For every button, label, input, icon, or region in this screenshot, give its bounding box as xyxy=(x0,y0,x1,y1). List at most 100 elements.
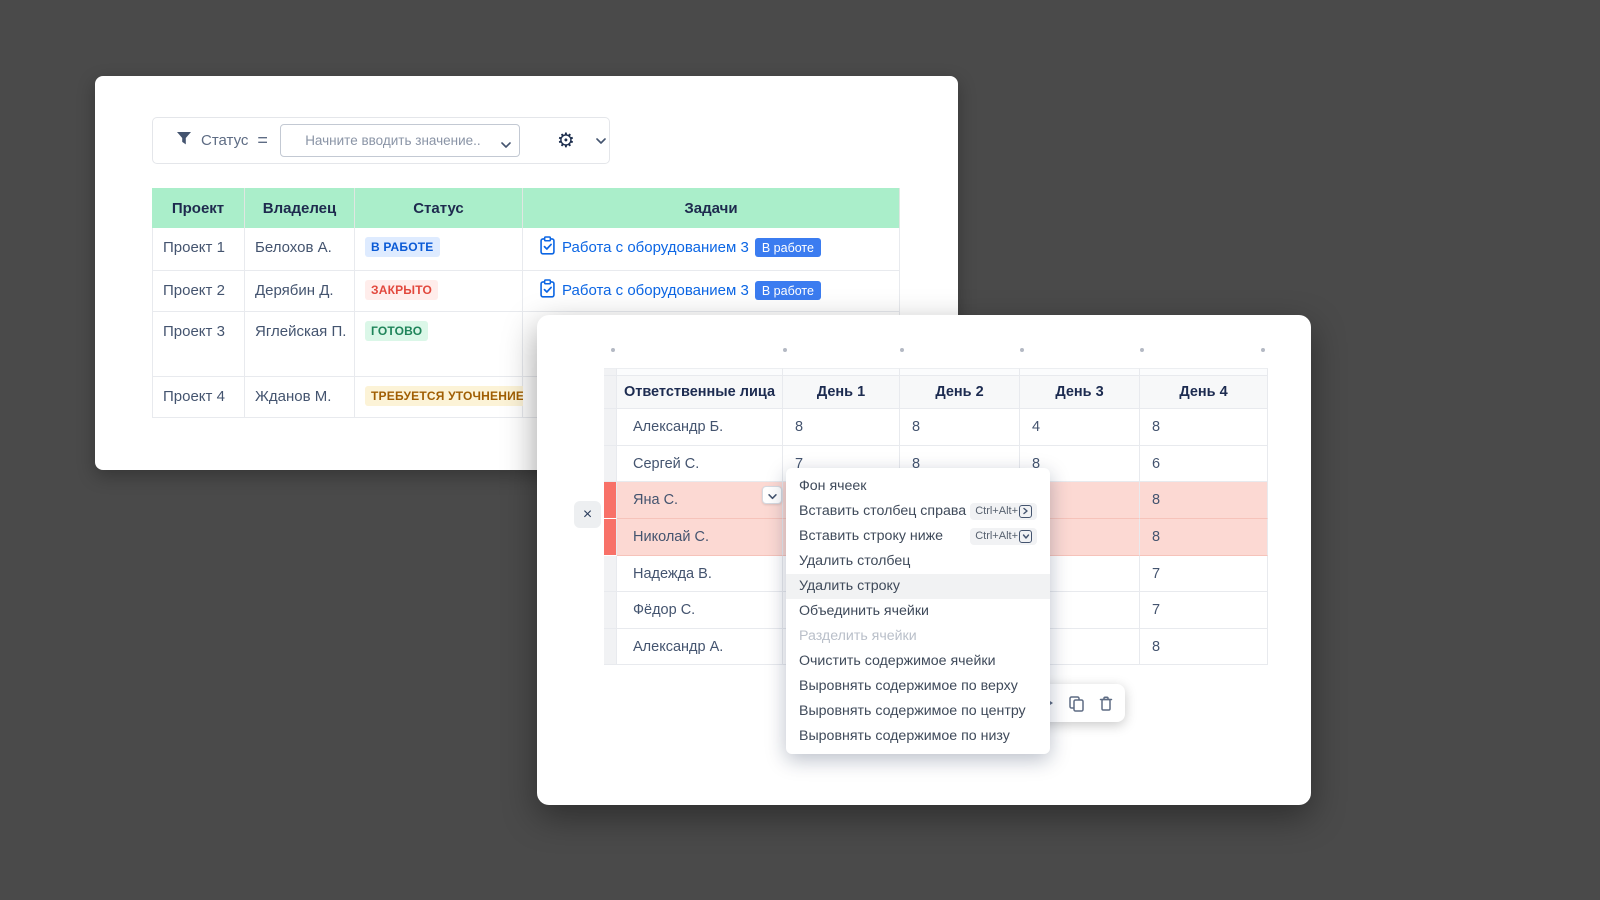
clipboard-check-icon xyxy=(539,236,556,259)
projects-table: Проект Владелец Статус Задачи Проект 1 Белох… xyxy=(152,188,900,418)
strip-cell xyxy=(783,368,900,376)
day-4-cell[interactable]: 6 xyxy=(1140,446,1268,482)
row-gutter-cell[interactable] xyxy=(604,592,617,629)
close-selection-button[interactable]: × xyxy=(574,501,601,528)
menu-item[interactable]: Удалить столбец xyxy=(786,549,1050,574)
responsible-name-cell[interactable]: Яна С. xyxy=(617,482,783,519)
responsible-name-cell[interactable]: Николай С. xyxy=(617,519,783,556)
copy-icon[interactable] xyxy=(1064,684,1088,722)
table-row: Проект 1 Белохов А. В РАБОТЕ Работа с обору… xyxy=(152,228,900,271)
column-header-Статус: Статус xyxy=(355,188,523,228)
status-badge: В РАБОТЕ xyxy=(365,237,440,257)
project-cell: Проект 2 xyxy=(152,271,245,312)
task-item[interactable]: Работа с оборудованием 3 В работе xyxy=(536,236,821,259)
gear-icon[interactable]: ⚙ xyxy=(556,129,575,152)
project-cell: Проект 3 xyxy=(152,312,245,377)
responsible-name-cell[interactable]: Надежда В. xyxy=(617,556,783,592)
responsible-name-cell[interactable]: Александр А. xyxy=(617,629,783,665)
shortcut-badge: Ctrl+Alt+ xyxy=(970,502,1037,520)
tasks-cell: Работа с оборудованием 3 В работе xyxy=(523,271,900,312)
column-header-День 3: День 3 xyxy=(1020,376,1140,409)
strip-cell xyxy=(617,368,783,376)
responsible-name-cell[interactable]: Сергей С. xyxy=(617,446,783,482)
chevron-down-icon[interactable] xyxy=(596,132,606,150)
responsible-name-cell[interactable]: Фёдор С. xyxy=(617,592,783,629)
day-4-cell[interactable]: 7 xyxy=(1140,592,1268,629)
column-handle-dot[interactable] xyxy=(1140,348,1144,352)
column-handle-dot[interactable] xyxy=(1261,348,1265,352)
day-4-cell[interactable]: 7 xyxy=(1140,556,1268,592)
column-handle-dot[interactable] xyxy=(611,348,615,352)
menu-item-label: Выровнять содержимое по центру xyxy=(799,702,1026,719)
menu-item[interactable]: Выровнять содержимое по центру xyxy=(786,698,1050,723)
day-4-cell[interactable]: 8 xyxy=(1140,409,1268,446)
table-top-strip xyxy=(604,368,1268,376)
table-row: Проект 2 Дерябин Д. ЗАКРЫТО Работа с оборуд… xyxy=(152,271,900,312)
column-header-День 2: День 2 xyxy=(900,376,1020,409)
clipboard-check-icon xyxy=(539,279,556,302)
day-2-cell[interactable]: 8 xyxy=(900,409,1020,446)
menu-item[interactable]: Выровнять содержимое по низу xyxy=(786,723,1050,748)
menu-item-label: Выровнять содержимое по верху xyxy=(799,677,1018,694)
menu-item-label: Фон ячеек xyxy=(799,478,867,495)
context-menu: Фон ячеек Вставить столбец справа Ctrl+Alt… xyxy=(786,468,1050,754)
row-gutter-cell[interactable] xyxy=(604,482,617,519)
row-options-chevron-button[interactable] xyxy=(762,486,782,504)
trash-icon[interactable] xyxy=(1094,684,1118,722)
menu-item[interactable]: Удалить строку xyxy=(786,573,1050,599)
column-handle-dot[interactable] xyxy=(1020,348,1024,352)
owner-cell: Белохов А. xyxy=(245,228,355,271)
status-badge: ГОТОВО xyxy=(365,321,429,341)
menu-item-label: Удалить столбец xyxy=(799,553,911,570)
status-badge: ТРЕБУЕТСЯ УТОЧНЕНИЕ xyxy=(365,386,531,406)
day-1-cell[interactable]: 8 xyxy=(783,409,900,446)
arrow-down-key-icon xyxy=(1019,529,1032,543)
project-cell: Проект 1 xyxy=(152,228,245,271)
filter-field-label: Статус xyxy=(201,132,249,149)
responsible-name-cell[interactable]: Александр Б. xyxy=(617,409,783,446)
day-4-cell[interactable]: 8 xyxy=(1140,519,1268,556)
column-handle-dot[interactable] xyxy=(783,348,787,352)
filter-operator: = xyxy=(257,130,267,150)
column-header-Задачи: Задачи xyxy=(523,188,900,228)
project-cell: Проект 4 xyxy=(152,377,245,418)
day-3-cell[interactable]: 4 xyxy=(1020,409,1140,446)
filter-value-input[interactable] xyxy=(279,124,520,157)
menu-item[interactable]: Очистить содержимое ячейки xyxy=(786,648,1050,673)
task-link[interactable]: Работа с оборудованием 3 xyxy=(562,282,749,299)
schedule-row[interactable]: Александр Б. 8 8 4 8 xyxy=(604,409,1268,446)
menu-item-label: Выровнять содержимое по низу xyxy=(799,727,1010,744)
chevron-down-icon xyxy=(767,488,777,503)
menu-item[interactable]: Фон ячеек xyxy=(786,474,1050,499)
task-item[interactable]: Работа с оборудованием 3 В работе xyxy=(536,279,821,302)
day-4-cell[interactable]: 8 xyxy=(1140,482,1268,519)
owner-cell: Яглейская П. xyxy=(245,312,355,377)
shortcut-text: Ctrl+Alt+ xyxy=(975,530,1018,543)
menu-item[interactable]: Выровнять содержимое по верху xyxy=(786,673,1050,698)
task-link[interactable]: Работа с оборудованием 3 xyxy=(562,239,749,256)
projects-table-header: Проект Владелец Статус Задачи xyxy=(152,188,900,228)
row-gutter-cell[interactable] xyxy=(604,519,617,556)
menu-item[interactable]: Вставить столбец справа Ctrl+Alt+ xyxy=(786,499,1050,524)
row-gutter-cell[interactable] xyxy=(604,446,617,482)
day-4-cell[interactable]: 8 xyxy=(1140,629,1268,665)
strip-cell xyxy=(900,368,1020,376)
chevron-down-icon xyxy=(501,136,511,154)
shortcut-badge: Ctrl+Alt+ xyxy=(970,527,1037,545)
menu-item[interactable]: Вставить строку ниже Ctrl+Alt+ xyxy=(786,524,1050,549)
column-header-День 4: День 4 xyxy=(1140,376,1268,409)
row-gutter-cell[interactable] xyxy=(604,409,617,446)
arrow-right-key-icon xyxy=(1019,504,1032,518)
status-cell: ГОТОВО xyxy=(355,312,523,377)
column-handle-dot[interactable] xyxy=(900,348,904,352)
column-header-Владелец: Владелец xyxy=(245,188,355,228)
status-cell: ЗАКРЫТО xyxy=(355,271,523,312)
tasks-cell: Работа с оборудованием 3 В работе xyxy=(523,228,900,271)
menu-item[interactable]: Объединить ячейки xyxy=(786,599,1050,624)
menu-item-label: Вставить строку ниже xyxy=(799,528,943,545)
row-gutter-cell[interactable] xyxy=(604,556,617,592)
filter-value-select[interactable] xyxy=(279,124,520,157)
gutter-corner-cell xyxy=(604,368,617,376)
row-gutter-cell[interactable] xyxy=(604,629,617,665)
